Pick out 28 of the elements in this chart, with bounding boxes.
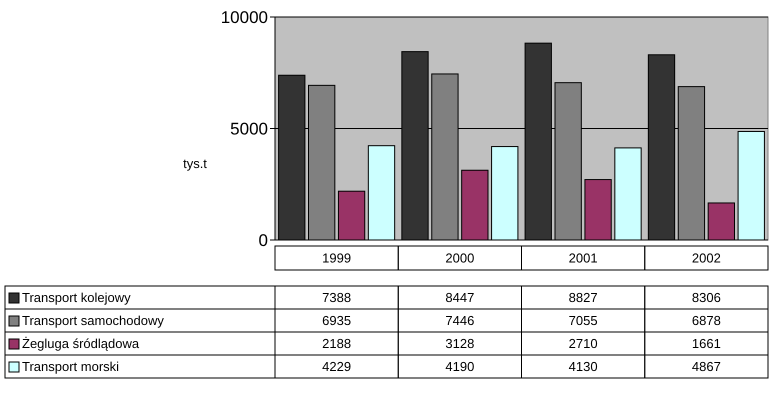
y-tick-label: 5000 — [230, 119, 268, 138]
legend-label: Transport samochodowy — [22, 313, 164, 328]
data-label: 4229 — [322, 359, 352, 374]
data-label: 4867 — [692, 359, 721, 374]
y-axis-title: tys.t — [183, 156, 208, 171]
x-tick-label: 2002 — [692, 250, 721, 266]
x-tick-label: 2000 — [445, 250, 474, 266]
data-label: 4190 — [445, 359, 474, 374]
data-label: 8827 — [568, 290, 598, 306]
x-tick-label: 1999 — [322, 250, 352, 266]
data-label: 7055 — [568, 313, 598, 328]
data-label: 7388 — [322, 290, 352, 306]
data-label: 4130 — [568, 359, 598, 374]
data-label: 2710 — [568, 336, 598, 352]
y-tick-label: 0 — [258, 230, 268, 250]
x-tick-label: 2001 — [568, 250, 598, 266]
y-tick-label: 10000 — [220, 8, 268, 27]
data-label: 6878 — [692, 313, 721, 328]
legend-label: Transport kolejowy — [22, 290, 132, 306]
legend-label: Żegluga śródlądowa — [22, 336, 140, 352]
data-label: 2188 — [322, 336, 352, 352]
data-label: 3128 — [445, 336, 474, 352]
data-label: 7446 — [445, 313, 474, 328]
data-label: 6935 — [322, 313, 352, 328]
data-label: 8306 — [692, 290, 721, 306]
data-label: 8447 — [445, 290, 474, 306]
data-label: 1661 — [692, 336, 721, 352]
legend-label: Transport morski — [22, 359, 120, 374]
